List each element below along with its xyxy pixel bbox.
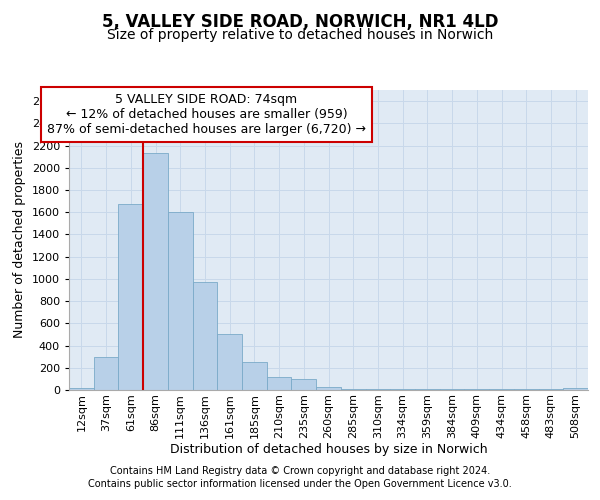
X-axis label: Distribution of detached houses by size in Norwich: Distribution of detached houses by size …: [170, 444, 487, 456]
Bar: [267, 376, 292, 390]
Bar: [292, 380, 316, 390]
Y-axis label: Number of detached properties: Number of detached properties: [13, 142, 26, 338]
Bar: [69, 388, 94, 390]
Bar: [168, 212, 193, 390]
Text: Contains public sector information licensed under the Open Government Licence v3: Contains public sector information licen…: [88, 479, 512, 489]
Bar: [143, 154, 168, 390]
Bar: [242, 362, 267, 390]
Bar: [563, 388, 588, 390]
Text: Size of property relative to detached houses in Norwich: Size of property relative to detached ho…: [107, 28, 493, 42]
Bar: [193, 282, 217, 390]
Text: 5, VALLEY SIDE ROAD, NORWICH, NR1 4LD: 5, VALLEY SIDE ROAD, NORWICH, NR1 4LD: [102, 12, 498, 30]
Text: 5 VALLEY SIDE ROAD: 74sqm
← 12% of detached houses are smaller (959)
87% of semi: 5 VALLEY SIDE ROAD: 74sqm ← 12% of detac…: [47, 93, 366, 136]
Text: Contains HM Land Registry data © Crown copyright and database right 2024.: Contains HM Land Registry data © Crown c…: [110, 466, 490, 476]
Bar: [118, 204, 143, 390]
Bar: [316, 386, 341, 390]
Bar: [217, 334, 242, 390]
Bar: [94, 356, 118, 390]
